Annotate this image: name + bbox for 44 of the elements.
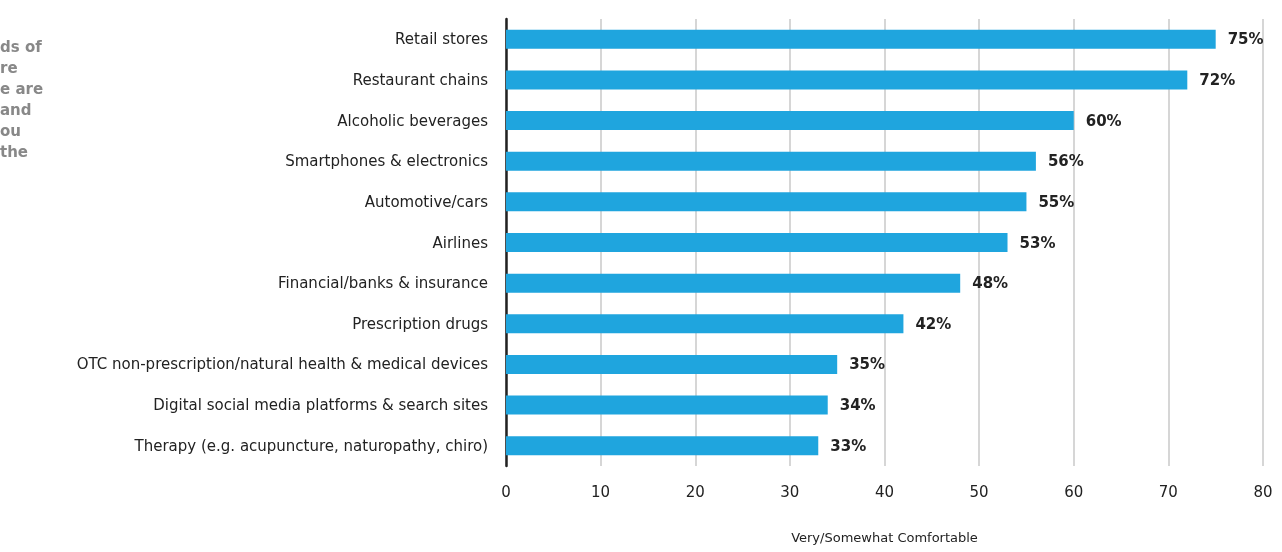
data-label: 42% — [915, 314, 952, 333]
data-label: 55% — [1038, 192, 1075, 211]
y-tick-label: Automotive/cars — [364, 192, 489, 211]
bar — [506, 436, 819, 456]
y-tick-label: Restaurant chains — [352, 70, 489, 89]
data-label: 56% — [1047, 152, 1084, 171]
text: ds of re e are and ou the — [0, 37, 44, 161]
x-tick-label: 40 — [874, 482, 895, 501]
bar — [506, 192, 1027, 212]
x-tick-label: 80 — [1253, 482, 1273, 501]
x-tick-label: 10 — [591, 482, 611, 501]
y-tick-label: Digital social media platforms & search sites — [153, 396, 489, 415]
x-tick-label: 0 — [501, 482, 511, 501]
y-tick-label: Prescription drugs — [352, 314, 489, 333]
bar — [506, 314, 904, 334]
x-tick-label: 30 — [780, 482, 800, 501]
data-label: 35% — [849, 355, 886, 374]
y-tick-label: Retail stores — [395, 30, 489, 49]
data-label: 75% — [1227, 30, 1264, 49]
y-tick-label: Airlines — [432, 233, 489, 252]
data-label: 33% — [830, 436, 867, 455]
bar — [506, 111, 1074, 131]
y-tick-label: Therapy (e.g. acupuncture, naturopathy, chiro) — [133, 436, 488, 455]
bar — [506, 151, 1036, 171]
data-label: 72% — [1199, 70, 1236, 89]
y-tick-label: Financial/banks & insurance — [277, 274, 488, 293]
bar — [506, 29, 1216, 49]
x-tick-label: 70 — [1158, 482, 1178, 501]
data-label: 34% — [839, 396, 876, 415]
bar — [506, 354, 838, 374]
bar — [506, 70, 1188, 90]
bar — [506, 273, 961, 293]
bar — [506, 395, 828, 415]
data-label: 48% — [972, 274, 1009, 293]
x-tick-label: 60 — [1064, 482, 1084, 501]
data-label: 60% — [1085, 111, 1122, 130]
y-tick-label: Smartphones & electronics — [285, 152, 489, 171]
x-axis-title: Very/Somewhat Comfortable — [791, 530, 978, 545]
y-tick-label: OTC non-prescription/natural health & medical devices — [76, 355, 489, 374]
bar — [506, 233, 1008, 252]
y-tick-label: Alcoholic beverages — [337, 111, 489, 130]
x-tick-label: 20 — [685, 482, 705, 501]
data-label: 53% — [1019, 233, 1056, 252]
x-tick-label: 50 — [969, 482, 989, 501]
